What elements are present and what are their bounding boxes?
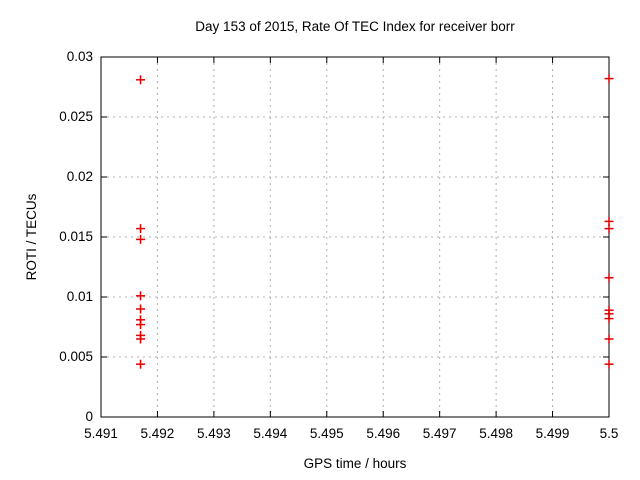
y-tick-label: 0 <box>85 409 93 424</box>
y-tick-label: 0.025 <box>59 109 93 124</box>
x-tick-label: 5.5 <box>599 426 619 441</box>
chart-title: Day 153 of 2015, Rate Of TEC Index for r… <box>195 19 515 34</box>
y-tick-label: 0.03 <box>66 49 93 64</box>
x-tick-label: 5.498 <box>479 426 513 441</box>
x-tick-label: 5.496 <box>366 426 401 441</box>
x-tick-label: 5.497 <box>422 426 457 441</box>
y-tick-label: 0.01 <box>66 289 93 304</box>
x-tick-label: 5.491 <box>84 426 118 441</box>
x-tick-label: 5.499 <box>535 426 570 441</box>
x-axis-label: GPS time / hours <box>303 456 407 471</box>
x-tick-label: 5.494 <box>253 426 288 441</box>
x-tick-label: 5.495 <box>309 426 344 441</box>
y-tick-label: 0.005 <box>59 349 93 364</box>
x-tick-label: 5.493 <box>196 426 231 441</box>
y-tick-label: 0.02 <box>66 169 93 184</box>
y-tick-label: 0.015 <box>59 229 93 244</box>
x-tick-label: 5.492 <box>140 426 175 441</box>
